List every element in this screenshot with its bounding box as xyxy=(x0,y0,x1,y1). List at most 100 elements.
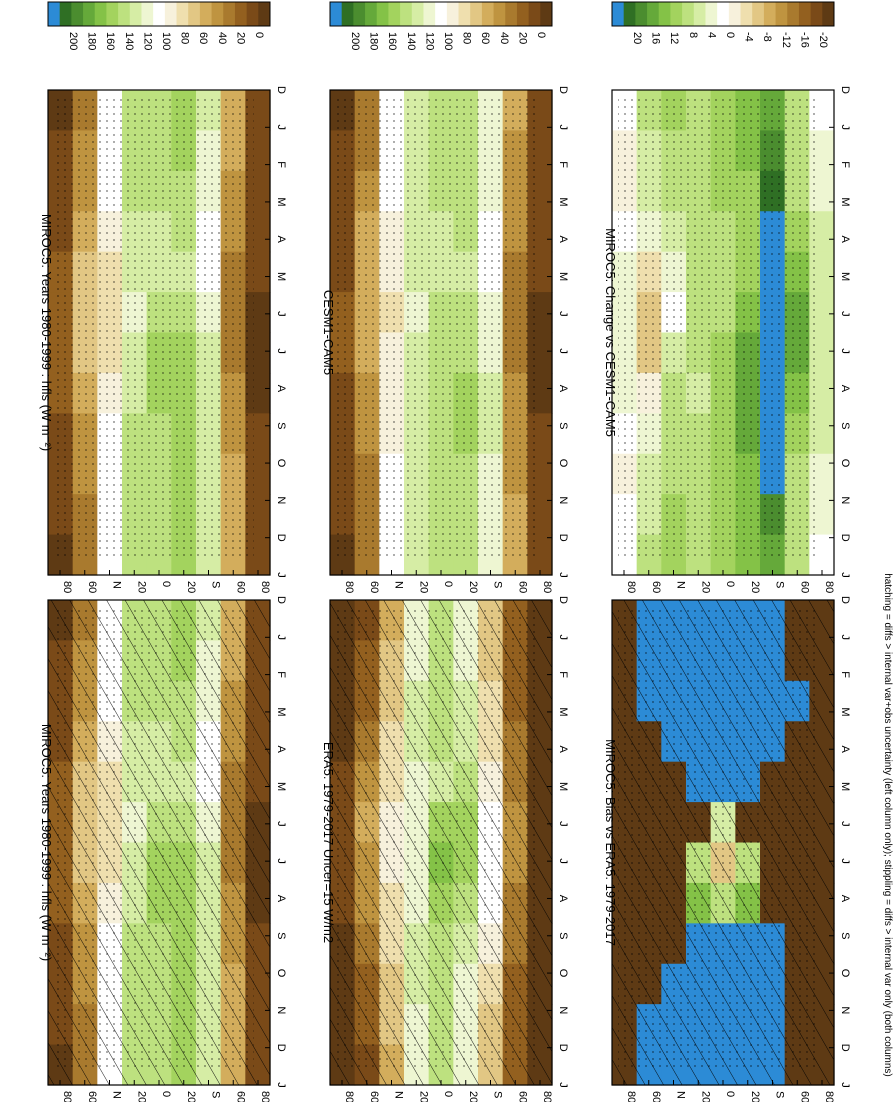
x-tick-label: F xyxy=(839,671,851,678)
x-tick-label: A xyxy=(275,746,287,754)
colorbar-tick-label: -12 xyxy=(780,32,792,48)
y-tick-label: 60 xyxy=(234,1091,246,1102)
colorbar-tick-label: -4 xyxy=(743,32,755,42)
colorbar-swatch xyxy=(470,2,483,26)
colorbar-tick-label: 160 xyxy=(104,32,116,50)
y-tick-label: 20 xyxy=(699,581,711,593)
x-tick-label: D xyxy=(557,86,569,94)
colorbar-tick-label: 180 xyxy=(86,32,98,50)
x-tick-label: A xyxy=(839,385,851,393)
x-tick-label: F xyxy=(275,671,287,678)
x-tick-label: J xyxy=(557,635,569,641)
y-tick-label: N xyxy=(111,1091,123,1099)
x-tick-label: M xyxy=(557,197,569,206)
y-tick-label: S xyxy=(492,581,504,588)
colorbar-tick-label: 0 xyxy=(724,32,736,38)
colorbar-tick-label: 8 xyxy=(687,32,699,38)
y-tick-label: 20 xyxy=(467,1091,479,1102)
colorbar-tick-label: 60 xyxy=(479,32,491,44)
colorbar-swatch xyxy=(164,2,178,26)
x-tick-label: M xyxy=(275,707,287,716)
colorbar-swatch xyxy=(59,2,72,26)
panel-p3: 200180160140120100806040200DJFMAMJJASOND… xyxy=(321,511,569,1102)
x-tick-label: J xyxy=(557,572,569,578)
x-tick-label: M xyxy=(275,272,287,281)
colorbar-swatch xyxy=(106,2,119,26)
colorbar-tick-label: 4 xyxy=(705,32,717,38)
colorbar-tick-label: -20 xyxy=(817,32,829,48)
colorbar-swatch xyxy=(400,2,413,26)
colorbar-tick-label: 20 xyxy=(631,32,643,44)
colorbar-swatch xyxy=(728,2,742,26)
x-tick-label: O xyxy=(839,969,851,978)
colorbar-tick-label: 0 xyxy=(253,32,265,38)
colorbar-tick-label: 200 xyxy=(349,32,361,50)
x-tick-label: J xyxy=(557,348,569,354)
x-tick-label: D xyxy=(557,1044,569,1052)
x-tick-label: D xyxy=(839,1044,851,1052)
x-tick-label: N xyxy=(275,1006,287,1014)
x-tick-label: A xyxy=(275,895,287,903)
colorbar-tick-label: 100 xyxy=(160,32,172,50)
colorbar-swatch xyxy=(612,2,625,26)
x-tick-label: F xyxy=(557,671,569,678)
x-tick-label: O xyxy=(275,969,287,978)
x-tick-label: J xyxy=(839,635,851,641)
colorbar-swatch xyxy=(153,2,166,26)
colorbar-swatch xyxy=(647,2,660,26)
colorbar-swatch xyxy=(129,2,142,26)
x-tick-label: S xyxy=(557,422,569,429)
colorbar-tick-label: 100 xyxy=(442,32,454,50)
colorbar-tick-label: 60 xyxy=(197,32,209,44)
panel-title: MIROC5: Bias vs ERA5: 1979-2017 xyxy=(603,739,618,946)
x-tick-label: N xyxy=(557,496,569,504)
x-tick-label: J xyxy=(275,348,287,354)
y-tick-label: 60 xyxy=(86,1091,98,1102)
y-tick-label: 0 xyxy=(442,581,454,587)
x-tick-label: A xyxy=(275,236,287,244)
colorbar-swatch xyxy=(411,2,424,26)
y-tick-label: 0 xyxy=(724,581,736,587)
colorbar-swatch xyxy=(376,2,389,26)
colorbar-frame xyxy=(329,1,553,27)
y-tick-label: S xyxy=(774,581,786,588)
y-tick-label: 80 xyxy=(823,1091,835,1102)
x-tick-label: S xyxy=(839,932,851,939)
x-tick-label: D xyxy=(839,86,851,94)
colorbar-swatch xyxy=(258,2,271,26)
y-tick-label: 60 xyxy=(86,581,98,593)
x-tick-label: O xyxy=(275,459,287,468)
x-tick-label: M xyxy=(839,707,851,716)
colorbar-swatch xyxy=(682,2,695,26)
x-tick-label: J xyxy=(557,1082,569,1088)
colorbar-swatch xyxy=(330,2,343,26)
y-tick-label: 60 xyxy=(516,1091,528,1102)
x-tick-label: J xyxy=(839,1082,851,1088)
x-tick-label: A xyxy=(557,236,569,244)
colorbar-swatch xyxy=(623,2,636,26)
y-tick-label: 80 xyxy=(343,1091,355,1102)
stippling-overlay xyxy=(336,98,536,559)
panel-p2: 200 180 160 140 120 100 80 60 40 20 0DJFMAMJJASOND… xyxy=(39,1,287,593)
y-tick-label: 60 xyxy=(650,581,662,593)
panel-title: ERA5: 1979-2017 Uncer=15 W/m2 xyxy=(321,742,336,943)
x-tick-label: N xyxy=(839,1006,851,1014)
y-tick-label: S xyxy=(492,1091,504,1098)
y-tick-label: S xyxy=(210,581,222,588)
panel-title: MIROC5: Years 1980-1999 : hfls (W m⁻²) xyxy=(39,724,54,961)
y-tick-label: 0 xyxy=(724,1091,736,1097)
x-tick-label: M xyxy=(557,272,569,281)
x-tick-label: J xyxy=(275,125,287,131)
x-tick-label: A xyxy=(557,895,569,903)
y-tick-label: 80 xyxy=(625,1091,637,1102)
colorbar-frame xyxy=(47,1,271,27)
colorbar-tick-label: 140 xyxy=(123,32,135,50)
colorbar-tick-label: 180 xyxy=(368,32,380,50)
y-tick-label: 80 xyxy=(61,1091,73,1102)
colorbar-swatch xyxy=(693,2,706,26)
y-tick-label: 20 xyxy=(417,1091,429,1102)
